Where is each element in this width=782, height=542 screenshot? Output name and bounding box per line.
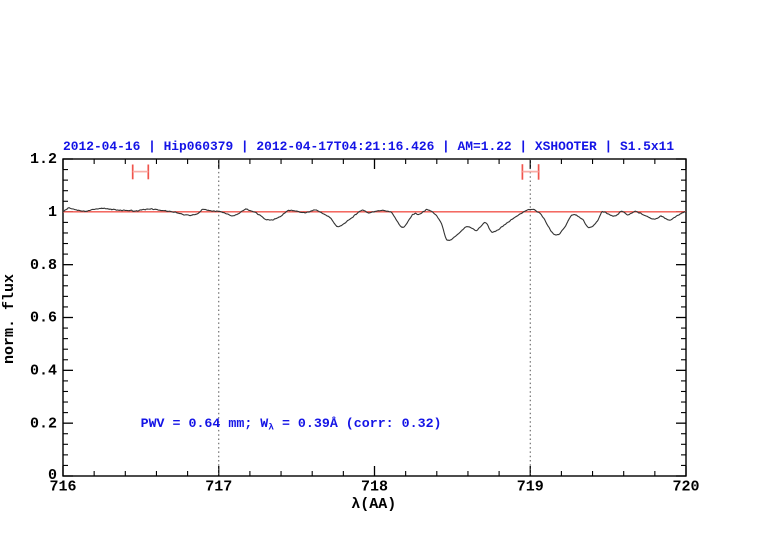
- svg-text:1.2: 1.2: [30, 151, 57, 168]
- svg-text:1: 1: [48, 204, 57, 221]
- svg-text:λ(AA): λ(AA): [351, 496, 396, 513]
- svg-text:norm. flux: norm. flux: [1, 274, 18, 364]
- svg-text:2012-04-16 | Hip060379 | 2012-: 2012-04-16 | Hip060379 | 2012-04-17T04:2…: [63, 139, 674, 154]
- svg-text:0.2: 0.2: [30, 415, 57, 432]
- svg-text:0.8: 0.8: [30, 257, 57, 274]
- svg-text:PWV = 0.64 mm; Wλ = 0.39Å (cor: PWV = 0.64 mm; Wλ = 0.39Å (corr: 0.32): [141, 416, 442, 433]
- svg-text:719: 719: [517, 479, 544, 496]
- svg-text:0.6: 0.6: [30, 310, 57, 327]
- svg-text:720: 720: [672, 479, 699, 496]
- svg-text:717: 717: [205, 479, 232, 496]
- svg-text:0.4: 0.4: [30, 363, 57, 380]
- svg-text:718: 718: [361, 479, 388, 496]
- svg-text:716: 716: [49, 479, 76, 496]
